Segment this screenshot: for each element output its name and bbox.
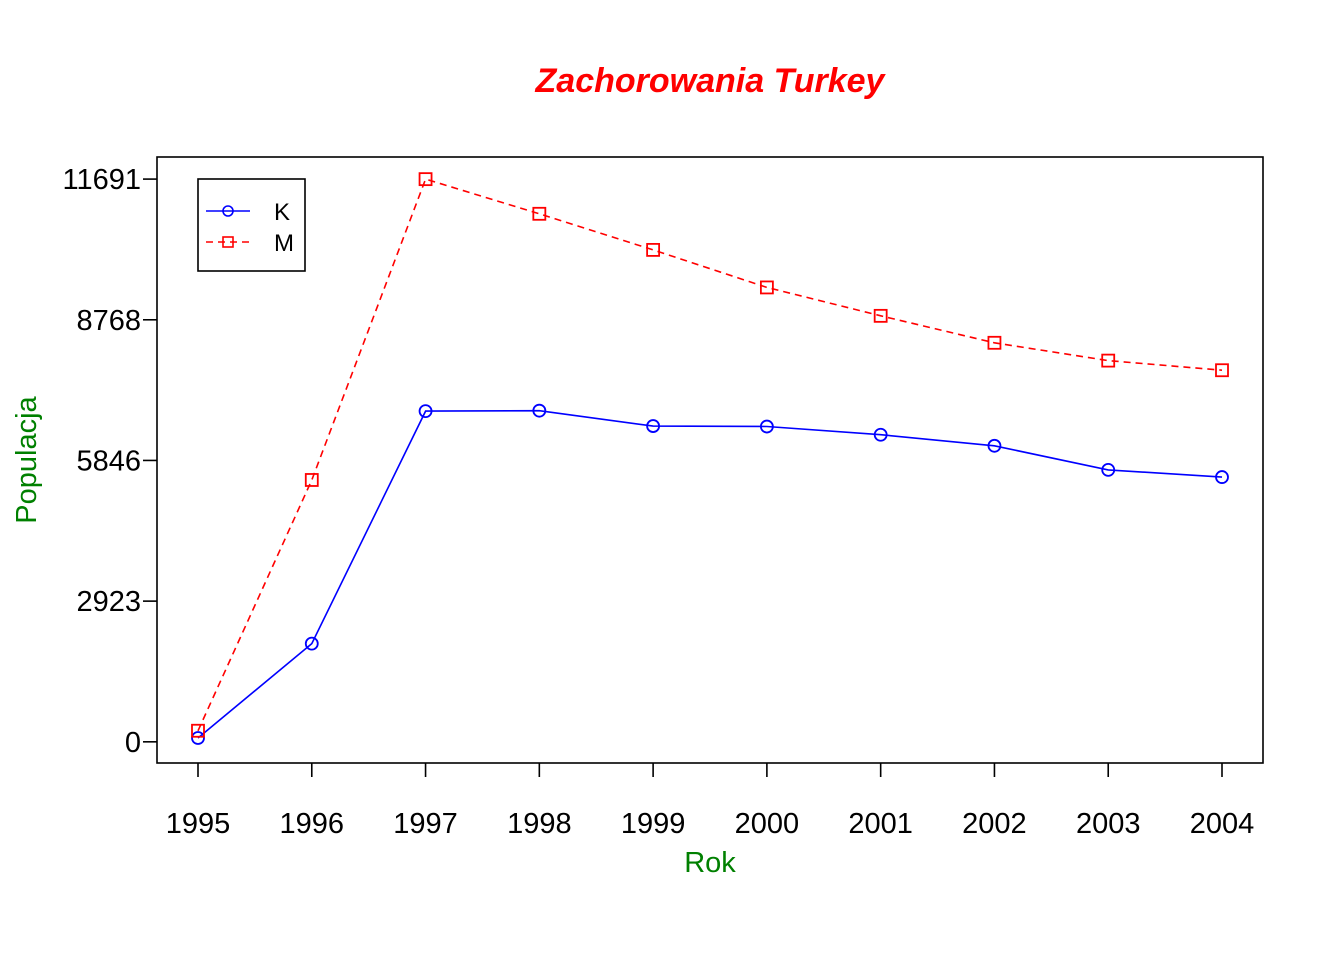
series-line-m [197,178,1223,732]
x-axis: 1995 1996 1997 1998 1999 2000 2001 2002 2003 2004 [166,763,1255,840]
data-point-m [759,280,774,295]
x-tick-label: 1995 [166,808,231,840]
data-point-k [873,427,888,442]
data-point-m [191,723,205,738]
data-point-m [304,473,319,487]
data-point-k [418,404,433,419]
data-point-k [759,419,774,434]
data-point-m [1215,363,1229,378]
x-axis-label: Rok [684,847,736,879]
legend-label-m: M [274,230,294,257]
data-point-m [987,335,1002,350]
data-point-m [646,242,661,257]
x-tick-label: 1997 [393,808,458,840]
legend-box [197,178,306,272]
data-point-k [304,636,319,651]
legend-label-k: K [274,199,290,226]
data-point-m [532,206,547,221]
x-tick-label: 2001 [848,808,913,840]
data-point-k [646,419,661,433]
legend-marker-m [222,236,234,248]
x-tick-label: 2003 [1076,808,1141,840]
x-tick-label: 1996 [280,808,345,840]
y-tick-label: 0 [125,727,141,759]
series-line-k [197,409,1223,739]
data-point-m [873,308,888,323]
y-tick-label: 11691 [63,164,142,196]
data-point-k [987,438,1002,453]
plot-frame [156,156,1264,764]
x-tick-label: 2002 [962,808,1027,840]
y-tick-label: 5846 [76,445,141,477]
x-tick-label: 1998 [507,808,572,840]
legend-marker-k [222,205,234,217]
x-tick-label: 2004 [1190,808,1255,840]
data-point-k [191,731,205,745]
y-tick-label: 8768 [76,305,141,337]
data-point-k [1101,462,1116,477]
y-axis-label: Populacja [11,395,43,523]
data-point-k [1215,470,1229,484]
chart-title: Zachorowania Turkey [535,62,887,100]
data-point-k [532,403,547,418]
data-point-m [418,172,433,187]
x-tick-label: 1999 [621,808,686,840]
x-tick-label: 2000 [735,808,800,840]
y-axis: 0 2923 5846 8768 11691 [63,164,157,759]
legend: K M [197,178,306,272]
series-layer [191,172,1229,745]
data-point-m [1101,353,1116,368]
y-tick-label: 2923 [76,586,141,618]
